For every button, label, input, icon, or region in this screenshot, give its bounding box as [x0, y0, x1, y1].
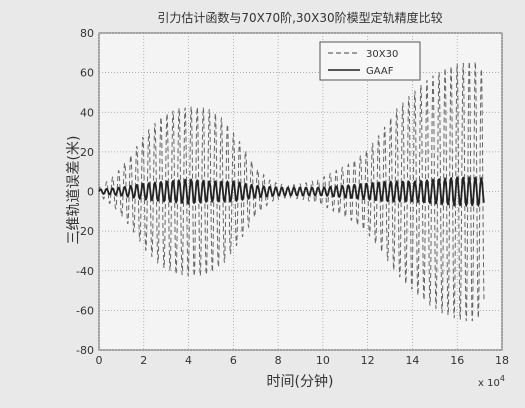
- x-axis-multiplier-exponent: 4: [500, 374, 505, 383]
- series-line-gaaf: [98, 175, 485, 208]
- x-tick-label: 6: [230, 354, 237, 367]
- x-tick-label: 12: [361, 354, 375, 367]
- x-tick-label: 14: [405, 354, 419, 367]
- y-tick-label: -80: [76, 344, 94, 357]
- x-axis-multiplier: x 104: [478, 374, 505, 389]
- chart-title: 引力估计函数与70X70阶,30X30阶模型定轨精度比较: [157, 10, 442, 25]
- legend-label-30x30: 30X30: [366, 49, 398, 60]
- y-tick-label: 40: [80, 106, 94, 119]
- series-line-30x30: [98, 61, 485, 322]
- x-tick-label: 18: [495, 354, 509, 367]
- tick-labels: 0 2 4 6 8 10 12 14 16 18 -80 -60 -40 -20 0 20 40 60 80: [76, 27, 509, 367]
- legend-box: [319, 41, 421, 81]
- y-axis-label: 三维轨道误差(米): [66, 136, 82, 245]
- y-tick-label: 20: [80, 146, 94, 159]
- legend: 30X30 GAAF: [319, 41, 421, 81]
- x-tick-label: 8: [275, 354, 282, 367]
- legend-label-gaaf: GAAF: [366, 66, 394, 77]
- y-tick-label: -40: [76, 265, 94, 278]
- grid-lines: [98, 32, 503, 351]
- y-tick-label: -60: [76, 304, 94, 317]
- x-tick-label: 4: [185, 354, 192, 367]
- x-tick-label: 0: [96, 354, 103, 367]
- x-tick-label: 16: [450, 354, 464, 367]
- y-tick-label: -20: [76, 225, 94, 238]
- x-tick-label: 2: [140, 354, 147, 367]
- y-tick-label: 0: [87, 186, 94, 199]
- x-axis-multiplier-base: x 10: [478, 378, 500, 389]
- series-layer: [98, 61, 485, 322]
- y-tick-label: 60: [80, 67, 94, 80]
- x-tick-label: 10: [316, 354, 330, 367]
- y-tick-label: 80: [80, 27, 94, 40]
- x-axis-label: 时间(分钟): [267, 373, 334, 390]
